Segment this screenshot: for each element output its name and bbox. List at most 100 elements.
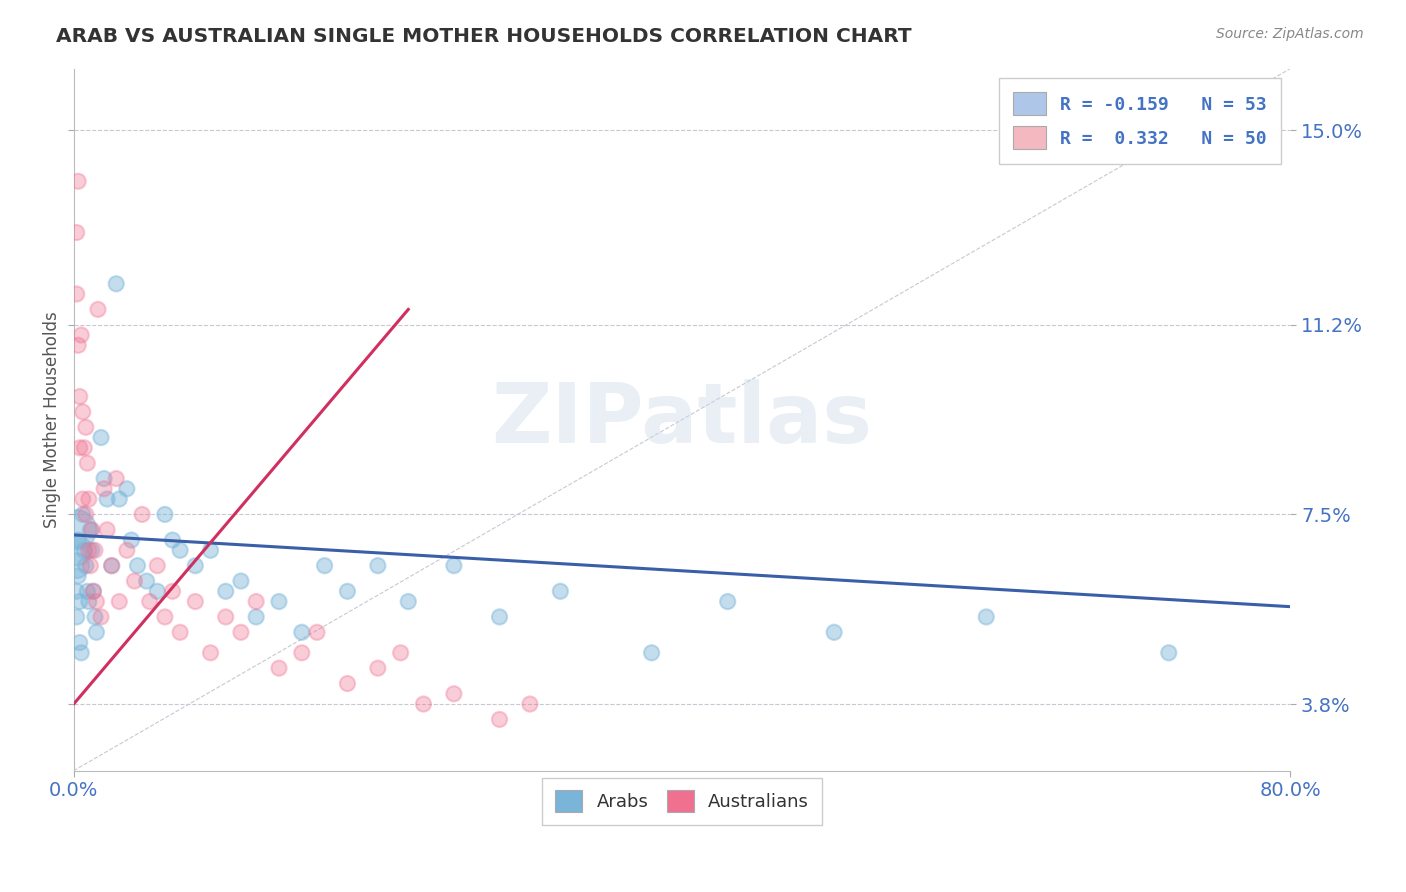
Point	[267, 594, 290, 608]
Point	[77, 491, 100, 506]
Point	[66, 226, 89, 240]
Point	[131, 508, 153, 522]
Point	[76, 456, 98, 470]
Point	[169, 625, 191, 640]
Point	[291, 625, 314, 640]
Point	[93, 471, 115, 485]
Point	[169, 543, 191, 558]
Point	[1157, 646, 1180, 660]
Point	[115, 543, 138, 558]
Point	[84, 610, 107, 624]
Point	[389, 646, 412, 660]
Point	[215, 610, 238, 624]
Point	[86, 625, 108, 640]
Point	[974, 610, 997, 624]
Point	[367, 558, 389, 573]
Point	[245, 594, 267, 608]
Point	[79, 558, 101, 573]
Point	[229, 574, 252, 588]
Point	[66, 287, 89, 301]
Point	[66, 610, 89, 624]
Point	[443, 687, 465, 701]
Point	[200, 543, 222, 558]
Y-axis label: Single Mother Households: Single Mother Households	[44, 311, 60, 528]
Point	[75, 420, 97, 434]
Point	[80, 543, 103, 558]
Point	[305, 625, 328, 640]
Point	[72, 508, 94, 522]
Point	[127, 558, 149, 573]
Point	[146, 584, 169, 599]
Point	[153, 508, 176, 522]
Point	[75, 558, 97, 573]
Point	[66, 543, 89, 558]
Point	[146, 558, 169, 573]
Point	[70, 646, 93, 660]
Point	[86, 594, 108, 608]
Point	[93, 482, 115, 496]
Point	[412, 697, 434, 711]
Point	[66, 584, 89, 599]
Point	[314, 558, 336, 573]
Point	[77, 594, 100, 608]
Point	[200, 646, 222, 660]
Point	[367, 661, 389, 675]
Point	[69, 594, 91, 608]
Text: ARAB VS AUSTRALIAN SINGLE MOTHER HOUSEHOLDS CORRELATION CHART: ARAB VS AUSTRALIAN SINGLE MOTHER HOUSEHO…	[56, 27, 912, 45]
Point	[75, 508, 97, 522]
Point	[66, 523, 89, 537]
Point	[267, 661, 290, 675]
Point	[443, 558, 465, 573]
Point	[229, 625, 252, 640]
Point	[67, 569, 90, 583]
Point	[105, 471, 128, 485]
Point	[115, 482, 138, 496]
Point	[69, 635, 91, 649]
Point	[291, 646, 314, 660]
Point	[96, 491, 118, 506]
Point	[82, 584, 104, 599]
Point	[396, 594, 419, 608]
Point	[87, 302, 110, 317]
Point	[70, 328, 93, 343]
Point	[120, 533, 142, 547]
Point	[162, 533, 184, 547]
Point	[105, 277, 128, 291]
Point	[96, 523, 118, 537]
Point	[82, 584, 104, 599]
Point	[77, 543, 100, 558]
Point	[73, 543, 96, 558]
Point	[336, 676, 359, 690]
Point	[215, 584, 238, 599]
Point	[72, 491, 94, 506]
Point	[153, 610, 176, 624]
Point	[108, 491, 131, 506]
Point	[245, 610, 267, 624]
Point	[76, 584, 98, 599]
Point	[823, 625, 845, 640]
Point	[488, 713, 510, 727]
Point	[84, 543, 107, 558]
Point	[66, 558, 89, 573]
Point	[640, 646, 662, 660]
Point	[100, 558, 122, 573]
Point	[519, 697, 541, 711]
Point	[184, 594, 207, 608]
Point	[184, 558, 207, 573]
Point	[550, 584, 572, 599]
Legend: Arabs, Australians: Arabs, Australians	[543, 778, 821, 825]
Point	[90, 610, 112, 624]
Point	[100, 558, 122, 573]
Text: Source: ZipAtlas.com: Source: ZipAtlas.com	[1216, 27, 1364, 41]
Point	[717, 594, 740, 608]
Point	[69, 441, 91, 455]
Point	[336, 584, 359, 599]
Point	[135, 574, 157, 588]
Point	[79, 523, 101, 537]
Point	[72, 405, 94, 419]
Point	[69, 390, 91, 404]
Point	[67, 338, 90, 352]
Text: ZIPatlas: ZIPatlas	[492, 379, 873, 460]
Point	[138, 594, 160, 608]
Point	[67, 174, 90, 188]
